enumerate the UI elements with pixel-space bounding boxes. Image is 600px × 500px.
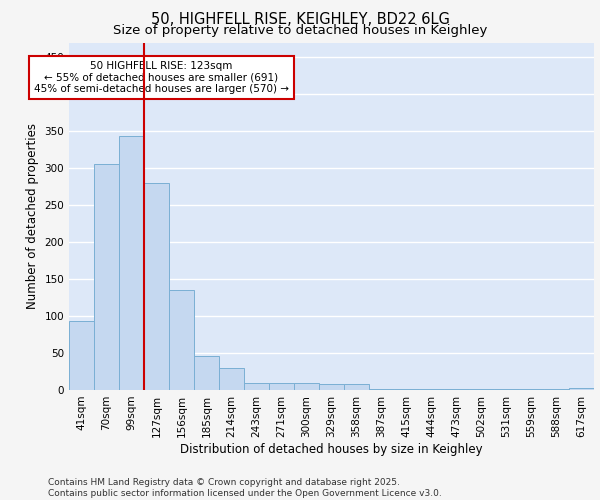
Text: Size of property relative to detached houses in Keighley: Size of property relative to detached ho… [113, 24, 487, 37]
Bar [369, 388, 394, 390]
Bar [419, 388, 444, 390]
Bar [244, 382, 269, 390]
Bar [344, 384, 369, 390]
Bar [119, 136, 144, 390]
Y-axis label: Number of detached properties: Number of detached properties [26, 123, 39, 309]
Bar [69, 321, 94, 390]
Bar [269, 382, 294, 390]
Text: 50 HIGHFELL RISE: 123sqm
← 55% of detached houses are smaller (691)
45% of semi-: 50 HIGHFELL RISE: 123sqm ← 55% of detach… [34, 61, 289, 94]
Bar [294, 384, 319, 390]
Bar [444, 388, 469, 390]
X-axis label: Distribution of detached houses by size in Keighley: Distribution of detached houses by size … [180, 442, 483, 456]
Bar [144, 183, 169, 390]
Bar [569, 388, 594, 390]
Text: Contains HM Land Registry data © Crown copyright and database right 2025.
Contai: Contains HM Land Registry data © Crown c… [48, 478, 442, 498]
Bar [219, 368, 244, 390]
Bar [194, 356, 219, 390]
Bar [469, 388, 494, 390]
Text: 50, HIGHFELL RISE, KEIGHLEY, BD22 6LG: 50, HIGHFELL RISE, KEIGHLEY, BD22 6LG [151, 12, 449, 28]
Bar [94, 164, 119, 390]
Bar [169, 290, 194, 390]
Bar [394, 388, 419, 390]
Bar [319, 384, 344, 390]
